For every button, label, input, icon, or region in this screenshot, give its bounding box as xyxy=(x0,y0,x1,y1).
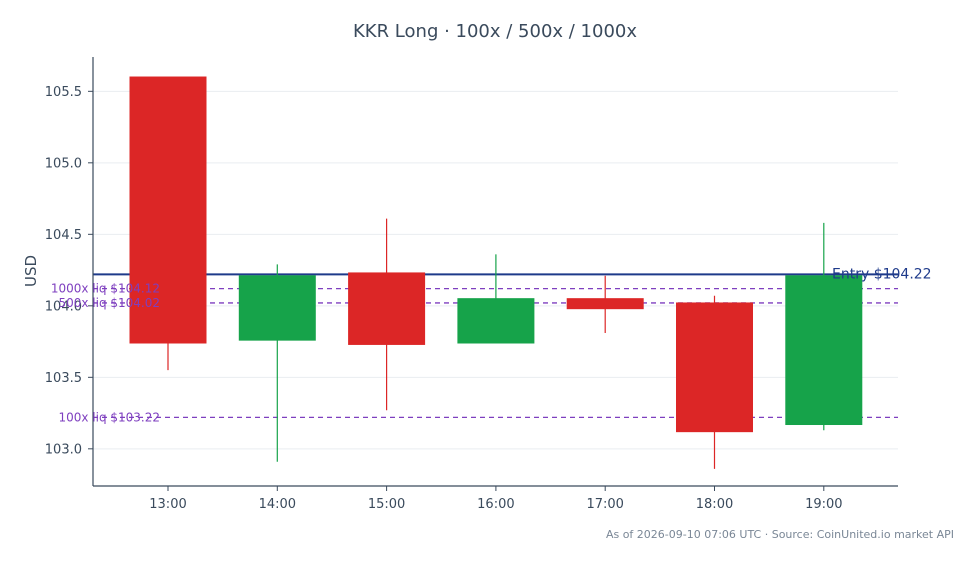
candle-body xyxy=(785,275,863,426)
x-tick-label: 19:00 xyxy=(805,497,842,512)
y-tick-label: 105.5 xyxy=(45,85,82,100)
footer-source: As of 2026-09-10 07:06 UTC · Source: Coi… xyxy=(606,528,954,541)
y-tick-label: 103.5 xyxy=(45,371,82,386)
candles xyxy=(129,76,863,469)
candle-body xyxy=(676,302,753,433)
candle-body xyxy=(238,275,316,341)
x-tick-label: 16:00 xyxy=(477,497,514,512)
x-tick-label: 14:00 xyxy=(259,497,296,512)
x-tick-label: 18:00 xyxy=(696,497,733,512)
candle-body xyxy=(129,76,207,344)
entry-label: Entry $104.22 xyxy=(832,266,932,282)
liquidation-label: 1000x liq $104.12 xyxy=(51,282,160,296)
axes: 103.0 103.5 104.0 104.5 105.0 105.5 13:00 14:00… xyxy=(45,57,898,512)
y-tick-label: 104.5 xyxy=(45,228,82,243)
candle-body xyxy=(566,298,644,310)
x-tick-label: 15:00 xyxy=(368,497,405,512)
chart-title: KKR Long · 100x / 500x / 1000x xyxy=(353,21,637,42)
candle-body xyxy=(457,298,535,344)
y-tick-label: 103.0 xyxy=(45,442,82,457)
liquidation-label: 100x liq $103.22 xyxy=(58,410,160,424)
x-tick-label: 17:00 xyxy=(586,497,623,512)
liquidation-label: 500x liq $104.02 xyxy=(58,296,160,310)
candle-body xyxy=(348,272,426,345)
y-axis-label: USD xyxy=(22,255,40,287)
x-tick-label: 13:00 xyxy=(149,497,186,512)
y-tick-label: 105.0 xyxy=(45,156,82,171)
y-tick-label: 104.0 xyxy=(45,299,82,314)
